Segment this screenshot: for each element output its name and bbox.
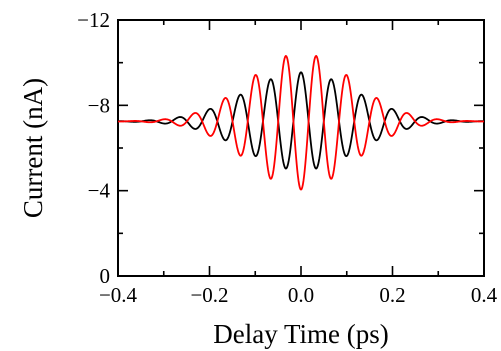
y-tick-label: −8	[88, 93, 110, 117]
x-tick-label: 0.4	[471, 283, 498, 307]
series-line-black	[117, 71, 485, 170]
tick-labels: −0.4 −0.2 0.0 0.2 0.4 0 −4 −8 −12	[77, 8, 497, 307]
series-lines	[117, 55, 485, 191]
x-axis-title: Delay Time (ps)	[213, 319, 389, 349]
x-tick-label: −0.2	[190, 283, 228, 307]
y-tick-label: −4	[88, 179, 111, 203]
y-axis-title: Current (nA)	[18, 78, 48, 218]
plot-frame	[117, 19, 485, 277]
y-tick-label: 0	[100, 264, 111, 288]
axis-ticks	[117, 19, 485, 277]
x-tick-label: 0.2	[379, 283, 405, 307]
x-tick-label: −0.4	[99, 283, 138, 307]
x-tick-label: 0.0	[288, 283, 314, 307]
series-line-red	[117, 55, 485, 191]
y-tick-label: −12	[77, 8, 110, 32]
